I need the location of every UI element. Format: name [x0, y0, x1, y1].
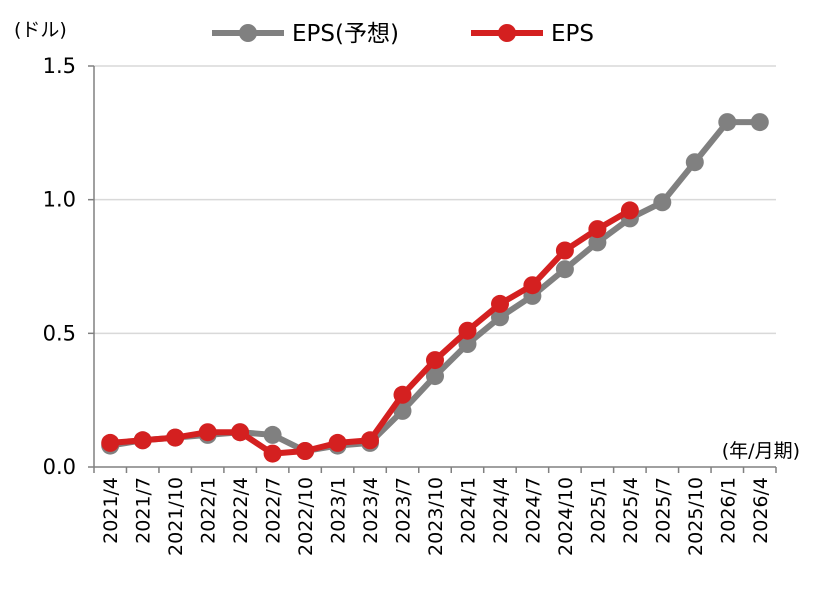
- legend-item: EPS: [471, 21, 594, 47]
- data-point: [750, 113, 769, 132]
- series-line: [109, 207, 632, 457]
- x-tick-label: 2024/4: [490, 477, 512, 544]
- data-point: [166, 428, 185, 447]
- x-tick-label: 2022/4: [230, 477, 252, 544]
- y-tick-label: 1.0: [43, 188, 76, 212]
- x-tick-label: 2023/1: [328, 477, 350, 544]
- data-point: [133, 431, 152, 450]
- series-lines: [101, 113, 769, 463]
- data-point: [101, 433, 120, 452]
- x-unit-label: (年/月期): [722, 440, 800, 462]
- data-point: [426, 351, 444, 370]
- data-point: [653, 193, 672, 212]
- data-point: [588, 220, 607, 239]
- x-tick-label: 2024/10: [555, 477, 577, 556]
- data-point: [361, 431, 379, 450]
- x-tick-label: 2021/7: [133, 477, 155, 544]
- x-tick-label: 2025/7: [652, 477, 674, 544]
- x-tick-label: 2023/4: [360, 477, 382, 544]
- series-eps-forecast: [101, 113, 769, 460]
- data-point: [393, 401, 412, 420]
- legend-item: EPS(予想): [212, 21, 399, 47]
- x-tick-label: 2024/7: [522, 477, 544, 544]
- legend-label: EPS(予想): [292, 21, 399, 47]
- x-tick-label: 2023/7: [393, 477, 415, 544]
- x-tick-label: 2022/7: [263, 477, 285, 544]
- x-tick-label: 2023/10: [425, 477, 447, 556]
- legend-swatch-marker: [498, 24, 516, 42]
- data-point: [231, 423, 250, 442]
- data-point: [523, 276, 542, 295]
- data-point: [426, 367, 444, 386]
- y-tick-label: 1.5: [43, 54, 76, 78]
- data-point: [263, 425, 282, 444]
- axes: [88, 65, 777, 473]
- x-tick-label: 2026/4: [750, 477, 772, 544]
- data-point: [718, 113, 737, 132]
- series-line: [109, 119, 760, 454]
- x-tick-label: 2022/10: [295, 477, 317, 556]
- series-eps-actual: [101, 201, 639, 463]
- y-tick-label: 0.5: [43, 321, 76, 345]
- data-point: [198, 423, 217, 442]
- x-tick-label: 2021/10: [165, 477, 187, 556]
- data-point: [620, 201, 639, 220]
- x-tick-label: 2025/10: [685, 477, 707, 556]
- data-point: [588, 233, 607, 252]
- data-point: [555, 241, 574, 260]
- data-point: [393, 385, 412, 404]
- data-point: [458, 335, 477, 353]
- x-tick-label: 2025/4: [620, 477, 642, 544]
- legend-swatch-marker: [239, 24, 257, 42]
- gridlines: [94, 65, 776, 335]
- y-tick-labels: 0.0 0.5 1.0 1.5: [43, 54, 76, 479]
- x-tick-label: 2024/1: [457, 477, 479, 544]
- y-unit-label: (ドル): [14, 19, 67, 41]
- x-tick-label: 2026/1: [717, 477, 739, 544]
- data-point: [328, 433, 347, 452]
- data-point: [685, 153, 704, 172]
- data-point: [296, 442, 315, 460]
- data-point: [491, 308, 509, 327]
- y-tick-label: 0.0: [43, 455, 76, 479]
- x-tick-label: 2025/1: [587, 477, 609, 544]
- data-point: [263, 444, 282, 463]
- x-tick-label: 2022/1: [198, 477, 220, 544]
- data-point: [555, 260, 574, 279]
- legend: EPS(予想) EPS: [212, 21, 594, 47]
- x-tick-labels: 2021/4 2021/7 2021/10 2022/1 2022/4 2022/7 202…: [100, 477, 772, 556]
- data-point: [491, 294, 509, 313]
- x-tick-label: 2021/4: [100, 477, 122, 544]
- legend-label: EPS: [551, 21, 594, 47]
- data-point: [458, 321, 477, 340]
